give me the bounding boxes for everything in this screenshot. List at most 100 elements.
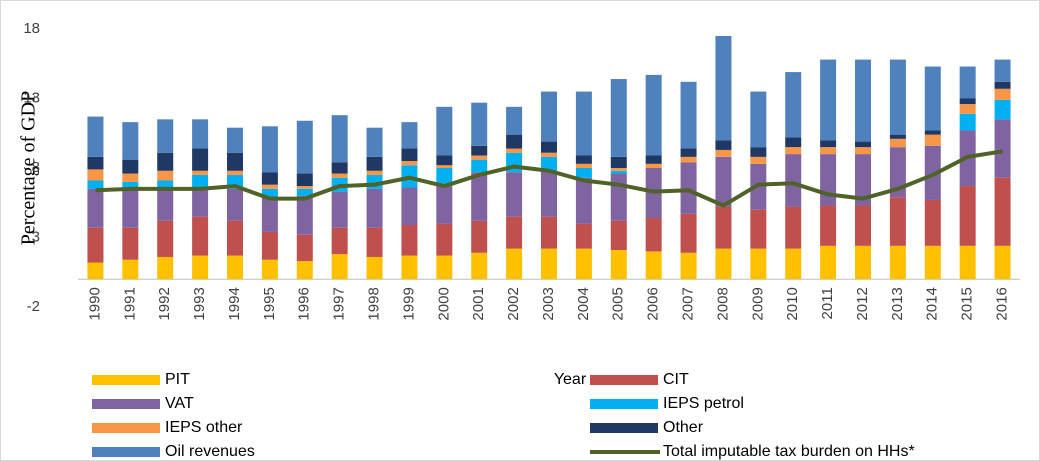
bar-segment (820, 140, 837, 148)
bar-segment (157, 119, 174, 153)
bar-segment (994, 99, 1011, 120)
bar-segment (715, 149, 732, 157)
bar-segment (889, 59, 906, 135)
bar-segment (401, 187, 418, 225)
bar-segment (157, 220, 174, 257)
bar-segment (401, 255, 418, 280)
bar-segment (122, 159, 139, 174)
bar-segment (750, 209, 767, 249)
bar-segment (157, 256, 174, 280)
bar-segment (820, 59, 837, 141)
bar-segment (575, 155, 592, 164)
x-tick-label: 2004 (575, 287, 592, 320)
x-tick-label: 2000 (435, 287, 452, 320)
bar-segment (541, 141, 557, 153)
bar-segment (436, 165, 453, 168)
y-axis-label: Percentage of GDP (18, 91, 40, 245)
legend-swatch (590, 423, 658, 433)
bar-segment (959, 245, 976, 280)
bar-segment (610, 170, 627, 174)
bar-segment (227, 255, 243, 280)
bar-segment (575, 168, 592, 178)
bar-segment (296, 186, 313, 189)
bar-segment (471, 155, 488, 160)
bar-segment (192, 119, 209, 149)
legend-swatch (92, 375, 160, 385)
bar-segment (575, 223, 592, 249)
bar-segment (541, 91, 557, 142)
bar-segment (855, 154, 871, 206)
bar-segment (575, 91, 592, 156)
bar-segment (785, 248, 802, 280)
bar-segment (192, 174, 209, 188)
legend-swatch (92, 399, 160, 409)
bar-segment (715, 206, 732, 249)
bar-segment (122, 181, 139, 189)
bar-segment (157, 187, 174, 221)
bar-segment (122, 188, 139, 228)
bar-segment (889, 245, 906, 280)
y-tick-label: 8 (32, 159, 40, 176)
bar-segment (645, 218, 662, 252)
bar-segment (994, 177, 1011, 246)
bar-segment (227, 127, 243, 153)
bar-segment (261, 184, 278, 189)
x-tick-label: 2008 (714, 287, 731, 320)
bar-segment (192, 148, 209, 171)
x-axis-label: Year (554, 371, 587, 388)
bar-segment (820, 147, 837, 155)
bar-segment (471, 220, 488, 253)
bar-segment (471, 159, 488, 173)
bar-segment (296, 261, 313, 280)
bar-segment (820, 205, 837, 246)
x-tick-label: 2005 (610, 287, 627, 320)
x-tick-label: 1991 (121, 287, 138, 320)
legend-swatch (92, 423, 160, 433)
bar-segment (610, 156, 627, 168)
legend-label: Oil revenues (165, 443, 255, 460)
bar-segment (785, 147, 802, 155)
bar-segment (331, 227, 348, 255)
bar-segment (610, 250, 627, 280)
bar-segment (610, 168, 627, 171)
bar-segment (436, 255, 453, 280)
bar-segment (610, 220, 627, 251)
legend-label: Total imputable tax burden on HHs* (663, 443, 915, 460)
bar-segment (366, 170, 383, 175)
bar-segment (192, 255, 209, 280)
legend-label: VAT (165, 395, 194, 412)
bar-segment (296, 234, 313, 262)
bar-segment (192, 187, 209, 217)
bar-segment (820, 245, 837, 280)
bar-segment (541, 152, 557, 157)
bar-segment (261, 259, 278, 280)
bar-segment (331, 254, 348, 280)
bar-segment (994, 119, 1011, 178)
bar-segment (122, 122, 139, 160)
x-tick-label: 2013 (889, 287, 906, 320)
legend-label: CIT (663, 371, 689, 388)
bar-segment (785, 206, 802, 249)
bar-segment (401, 122, 418, 149)
y-tick-label: 3 (32, 228, 40, 245)
bar-segment (680, 156, 697, 163)
bar-segment (959, 104, 976, 114)
bar-segment (261, 188, 278, 198)
bar-segment (122, 227, 139, 260)
bar-segment (192, 170, 209, 175)
bar-segment (924, 130, 941, 135)
bar-segment (436, 168, 453, 187)
bar-segment (436, 186, 453, 224)
x-tick-label: 2012 (854, 287, 871, 320)
x-tick-label: 1999 (400, 287, 417, 320)
bar-segment (436, 223, 453, 256)
legend-label: IEPS petrol (663, 395, 744, 412)
bar-segment (541, 156, 557, 171)
x-tick-label: 1997 (331, 287, 348, 320)
bar-segment (715, 156, 732, 207)
bar-segment (680, 81, 697, 149)
bar-segment (87, 156, 104, 170)
x-tick-label: 1995 (261, 287, 278, 320)
x-tick-label: 2015 (959, 287, 976, 320)
bar-segment (331, 162, 348, 174)
